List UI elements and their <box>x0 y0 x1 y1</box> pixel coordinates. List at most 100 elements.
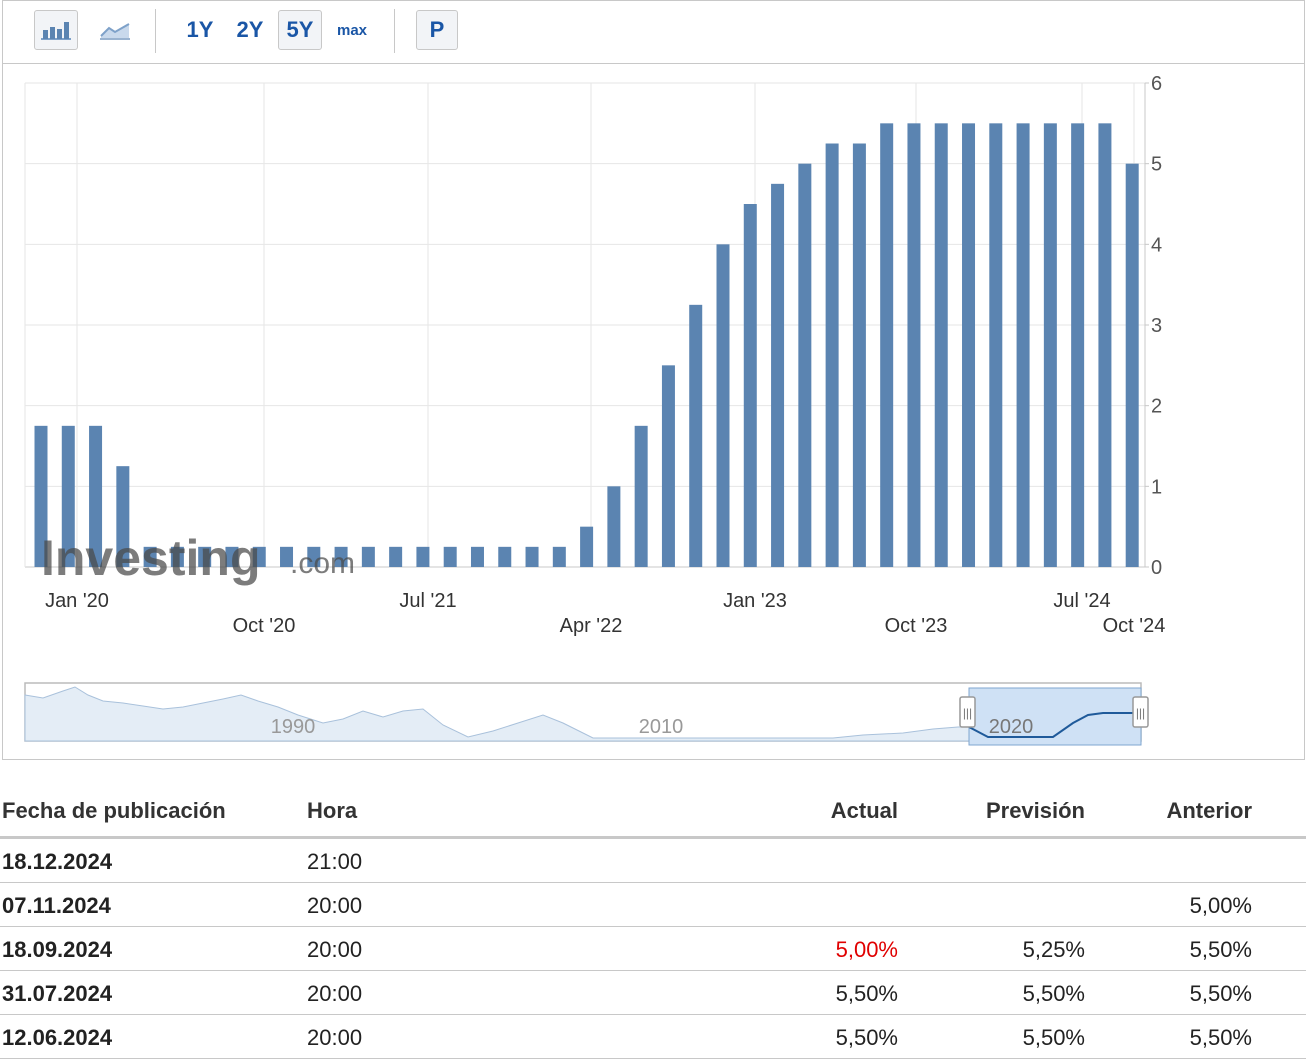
y-axis-ticks: 0 1 2 3 4 5 6 <box>1145 73 1162 579</box>
chart-bar <box>771 183 785 567</box>
y-tick-label: 5 <box>1151 154 1162 176</box>
header-date: Fecha de publicación <box>2 798 226 823</box>
chart-bar <box>1098 123 1112 568</box>
actual-value: 5,50% <box>835 1025 898 1050</box>
x-tick-label: Jan '20 <box>45 590 109 612</box>
chart-bar <box>743 204 757 567</box>
release-date: 18.09.2024 <box>2 937 113 962</box>
table-row: 12.06.2024 20:00 5,50% 5,50% 5,50% <box>0 1015 1306 1059</box>
chart-bar <box>170 546 184 567</box>
navigator-left-handle[interactable]: ||| <box>959 696 976 728</box>
period-2y-button[interactable]: 2Y <box>236 17 264 42</box>
x-axis-ticks: Jan '20 Jul '21 Jan '23 Jul '24 Oct '20 Apr '… <box>45 590 1165 637</box>
release-date: 18.12.2024 <box>2 849 113 874</box>
svg-text:|||: ||| <box>1136 706 1145 720</box>
chart-bar <box>89 425 103 567</box>
period-1y-button[interactable]: 1Y <box>186 17 214 42</box>
chart-bar <box>443 546 457 567</box>
chart-bar <box>498 546 512 567</box>
period-max-button[interactable]: max <box>336 21 368 39</box>
previous-value: 5,50% <box>1189 1025 1252 1050</box>
navigator-history-area <box>24 686 970 742</box>
chart-bar <box>525 546 539 567</box>
chart-bar <box>470 546 484 567</box>
table-row: 07.11.2024 20:00 5,00% <box>0 883 1306 927</box>
chart-bar <box>825 143 839 567</box>
release-time: 20:00 <box>307 893 363 918</box>
navigator-selected-line <box>968 712 1133 738</box>
forecast-value: 5,25% <box>1022 937 1085 962</box>
chart-bar <box>552 546 566 567</box>
period-5y-button[interactable]: 5Y <box>278 10 322 50</box>
p-button[interactable]: P <box>416 10 458 50</box>
chart-grid <box>24 82 1146 568</box>
y-tick-label: 4 <box>1151 234 1162 256</box>
release-time: 20:00 <box>307 981 363 1006</box>
header-forecast: Previsión <box>985 798 1085 823</box>
release-time: 21:00 <box>307 849 363 874</box>
navigator-year-label: 1990 <box>271 716 316 738</box>
chart-bar <box>61 425 75 567</box>
toolbar-divider <box>394 9 395 53</box>
line-chart-button[interactable] <box>93 10 137 50</box>
chart-bar <box>962 123 976 568</box>
previous-value: 5,50% <box>1189 981 1252 1006</box>
release-date: 31.07.2024 <box>2 981 113 1006</box>
chart-bar <box>1125 163 1139 567</box>
bar-chart-icon <box>41 22 71 40</box>
y-tick-label: 6 <box>1151 73 1162 95</box>
y-tick-label: 0 <box>1151 557 1162 579</box>
chart-bar <box>661 365 675 567</box>
x-tick-label: Oct '24 <box>1103 615 1166 637</box>
chart-bar <box>989 123 1003 568</box>
x-tick-label: Jul '21 <box>399 590 456 612</box>
table-row: 31.07.2024 20:00 5,50% 5,50% 5,50% <box>0 971 1306 1015</box>
release-date: 07.11.2024 <box>2 893 111 918</box>
y-tick-label: 3 <box>1151 315 1162 337</box>
svg-text:|||: ||| <box>963 706 972 720</box>
chart-bar <box>1071 123 1085 568</box>
chart-bar <box>852 143 866 567</box>
release-date: 12.06.2024 <box>2 1025 113 1050</box>
chart-bar <box>416 546 430 567</box>
chart-bar <box>880 123 894 568</box>
toolbar-divider <box>155 9 156 53</box>
forecast-value: 5,50% <box>1022 981 1085 1006</box>
chart-bar <box>798 163 812 567</box>
previous-value: 5,00% <box>1189 893 1252 918</box>
x-tick-label: Jan '23 <box>723 590 787 612</box>
watermark-suffix: .com <box>290 547 355 580</box>
header-time: Hora <box>307 798 358 823</box>
chart-bar <box>716 244 730 568</box>
releases-table: Fecha de publicación Hora Actual Previsi… <box>0 788 1306 1059</box>
bar-chart-button[interactable] <box>34 10 78 50</box>
previous-value: 5,50% <box>1189 937 1252 962</box>
y-tick-label: 2 <box>1151 396 1162 418</box>
x-tick-label: Oct '20 <box>233 615 296 637</box>
y-tick-label: 1 <box>1151 476 1162 498</box>
chart-bar <box>907 123 921 568</box>
chart-bar <box>116 466 130 567</box>
x-tick-label: Oct '23 <box>885 615 948 637</box>
chart-bar <box>307 546 321 567</box>
chart-bar <box>1016 123 1030 568</box>
x-tick-label: Jul '24 <box>1053 590 1110 612</box>
chart-bar <box>634 425 648 567</box>
chart-container: 1Y 2Y 5Y max P Investing .com 0 1 2 3 4 5 6 Ja… <box>2 0 1305 760</box>
chart-bar <box>143 546 157 567</box>
chart-bar <box>361 546 375 567</box>
range-navigator[interactable]: 1990 2010 2020 ||| ||| <box>24 682 1149 746</box>
navigator-year-label: 2020 <box>989 716 1034 738</box>
chart-bar <box>225 546 239 567</box>
x-tick-label: Apr '22 <box>560 615 623 637</box>
chart-bar <box>580 526 594 567</box>
chart-bar <box>34 425 48 567</box>
forecast-value: 5,50% <box>1022 1025 1085 1050</box>
chart-bar <box>689 304 703 567</box>
release-time: 20:00 <box>307 1025 363 1050</box>
chart-bars <box>34 123 1139 568</box>
navigator-right-handle[interactable]: ||| <box>1132 696 1149 728</box>
chart-toolbar: 1Y 2Y 5Y max P <box>3 1 1304 64</box>
watermark-text: Investing <box>41 530 260 586</box>
